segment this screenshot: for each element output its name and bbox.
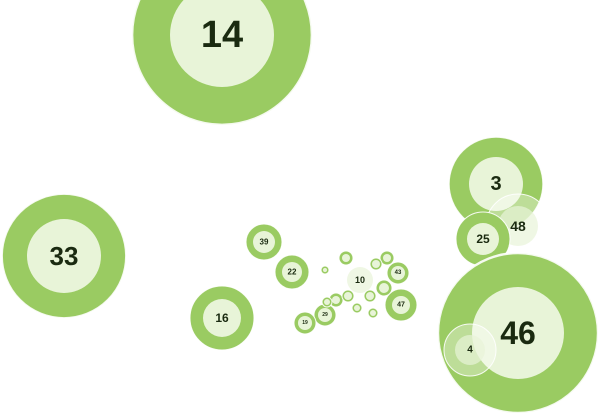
bubble-inner-circle <box>282 262 302 282</box>
bubble-inner-circle <box>344 292 352 300</box>
bubble-small[interactable] <box>341 289 355 303</box>
bubble-39[interactable]: 39 <box>245 223 283 261</box>
bubble-small[interactable] <box>363 289 377 303</box>
bubble-label: 29 <box>322 312 328 318</box>
bubble-inner-circle <box>391 266 405 280</box>
bubble-inner-circle <box>324 299 330 305</box>
bubble-inner-circle <box>332 296 340 304</box>
bubble-label: 10 <box>355 275 365 285</box>
bubble-inner-circle <box>379 283 389 293</box>
bubble-22[interactable]: 22 <box>274 254 310 290</box>
bubble-small[interactable] <box>375 279 393 297</box>
bubble-inner-circle <box>467 223 499 255</box>
bubble-33[interactable]: 33 <box>1 193 127 319</box>
bubble-label: 22 <box>288 268 297 277</box>
bubble-label: 47 <box>397 302 405 309</box>
bubble-small[interactable] <box>369 257 383 271</box>
bubble-29[interactable]: 29 <box>313 303 337 327</box>
bubble-4[interactable]: 4 <box>443 323 497 377</box>
bubble-19[interactable]: 19 <box>293 311 317 335</box>
bubble-inner-circle <box>347 267 373 293</box>
bubble-small[interactable] <box>379 250 395 266</box>
bubble-inner-circle <box>298 316 312 330</box>
bubble-label: 39 <box>260 238 269 247</box>
bubble-inner-circle <box>253 231 275 253</box>
bubble-label: 25 <box>476 232 490 246</box>
bubble-inner-circle <box>318 308 332 322</box>
bubble-label: 16 <box>215 311 229 325</box>
bubble-3[interactable]: 3 <box>448 136 544 232</box>
bubble-small[interactable] <box>321 296 333 308</box>
bubble-25[interactable]: 25 <box>455 211 511 267</box>
bubble-label: 46 <box>500 315 536 351</box>
bubble-label: 48 <box>510 218 526 234</box>
bubble-small[interactable] <box>338 250 354 266</box>
bubble-small[interactable] <box>367 307 379 319</box>
bubble-label: 14 <box>201 14 243 56</box>
bubble-43[interactable]: 43 <box>386 261 410 285</box>
bubble-small[interactable] <box>351 302 363 314</box>
bubble-label: 43 <box>395 270 402 276</box>
bubble-inner-circle <box>366 292 374 300</box>
bubble-inner-circle <box>392 296 410 314</box>
bubble-label: 19 <box>302 320 308 326</box>
bubble-label: 4 <box>467 345 473 356</box>
bubble-inner-circle <box>342 254 350 262</box>
bubble-inner-circle <box>383 254 391 262</box>
bubble-47[interactable]: 47 <box>384 288 418 322</box>
bubble-inner-circle <box>372 260 380 268</box>
bubble-inner-circle <box>323 268 327 272</box>
bubble-inner-circle <box>170 0 274 87</box>
bubble-inner-circle <box>203 299 241 337</box>
bubble-16[interactable]: 16 <box>189 285 255 351</box>
bubble-inner-circle <box>455 335 485 365</box>
bubble-14[interactable]: 14 <box>130 0 314 127</box>
bubble-label: 3 <box>490 173 501 195</box>
bubble-label: 33 <box>50 241 79 271</box>
bubble-inner-circle <box>370 310 376 316</box>
bubble-small[interactable] <box>320 265 330 275</box>
bubble-inner-circle <box>354 305 360 311</box>
bubble-inner-circle <box>469 157 523 211</box>
bubble-inner-circle <box>27 219 101 293</box>
